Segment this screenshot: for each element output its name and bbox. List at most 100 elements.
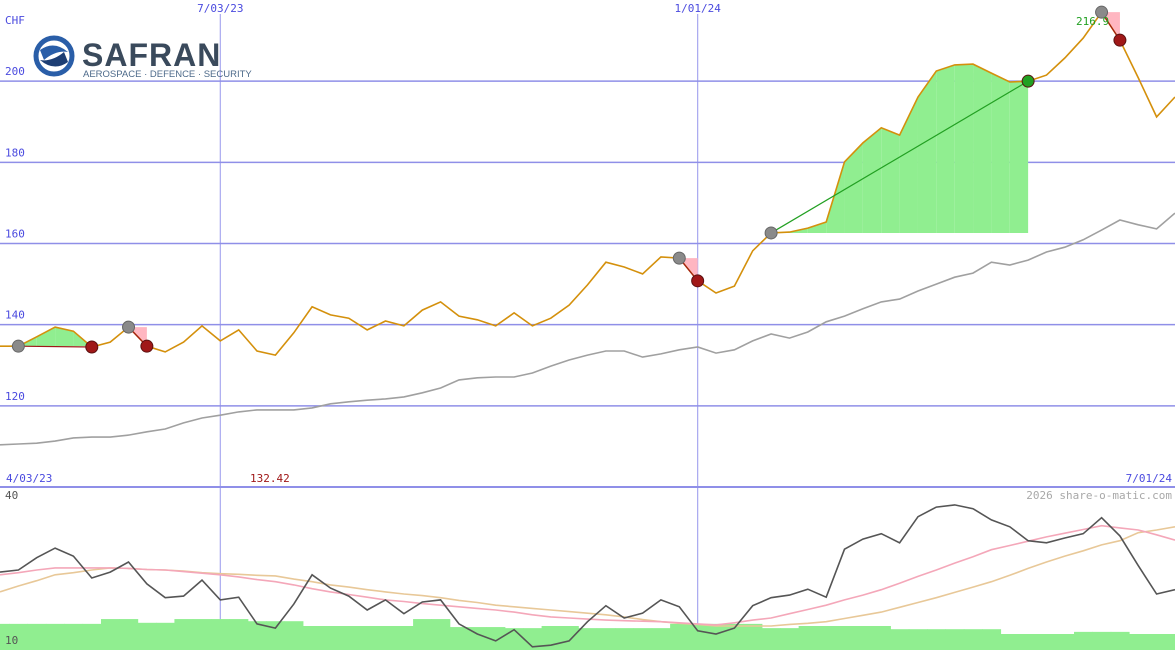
volume-bar: [596, 628, 616, 650]
price-line: [0, 212, 1175, 446]
price-line: [0, 10, 1175, 356]
volume-bar: [688, 623, 708, 650]
trade-fill: [936, 64, 955, 233]
volume-bar: [523, 628, 543, 650]
y-tick-label: 160: [5, 228, 25, 241]
volume-bar: [468, 627, 488, 650]
volume-bar: [651, 628, 671, 650]
volume-bar: [908, 629, 928, 650]
volume-bar: [615, 628, 634, 650]
volume-bar: [229, 619, 249, 650]
volume-bar: [963, 629, 983, 650]
volume-bar: [486, 627, 506, 650]
volume-bar: [449, 627, 469, 650]
volume-bar: [100, 619, 120, 650]
exit-marker: [1113, 33, 1127, 47]
volume-bar: [174, 619, 194, 650]
exit-marker: [85, 340, 99, 354]
logo-name: SAFRAN: [82, 37, 221, 73]
volume-bar: [9, 623, 29, 650]
volume-bar: [247, 621, 267, 650]
x-range-label: 4/03/23: [6, 472, 52, 485]
volume-bar: [431, 619, 451, 650]
volume-bar: [137, 622, 157, 650]
trade-fill: [844, 142, 863, 233]
volume-bar: [284, 621, 304, 650]
volume-bar: [1018, 634, 1038, 650]
volume-bar: [321, 626, 341, 650]
trade-fill: [1009, 81, 1029, 233]
y-axis-label: CHF: [5, 14, 25, 27]
volume-bar: [64, 623, 84, 650]
volume-bar: [982, 629, 1002, 650]
volume-bar: [945, 629, 965, 650]
logo-ring: [33, 35, 75, 77]
volume-bar: [1000, 634, 1020, 650]
trade-fill: [826, 161, 845, 233]
volume-bar: [890, 629, 910, 650]
volume-bar: [706, 623, 726, 650]
volume-bar: [266, 621, 286, 650]
y-tick-label: 180: [5, 146, 25, 159]
trade-fill: [973, 64, 992, 233]
exit-marker: [1021, 74, 1035, 88]
volume-bar: [853, 626, 873, 650]
trade-fill: [862, 127, 882, 233]
entry-marker: [1095, 5, 1109, 19]
logo-tagline: AEROSPACE · DEFENCE · SECURITY: [83, 69, 252, 80]
trade-fill: [991, 73, 1010, 233]
volume-bar: [633, 628, 653, 650]
volume-bar: [872, 626, 891, 650]
volume-bar: [82, 623, 102, 650]
volume-bar: [761, 628, 781, 650]
volume-bar: [1165, 634, 1175, 650]
trade-fill: [899, 96, 918, 233]
y-tick-label: 10: [5, 634, 18, 647]
y-tick-label: 40: [5, 489, 18, 502]
x-range-label: 7/01/24: [1126, 472, 1173, 485]
credit: 2026 share-o-matic.com: [1026, 489, 1172, 502]
x-tick-label: 7/03/23: [197, 2, 243, 15]
volume-bar: [578, 628, 598, 650]
volume-bar: [156, 622, 175, 650]
volume-bar: [1092, 631, 1112, 650]
trade-fill: [36, 327, 56, 347]
y-tick-label: 200: [5, 65, 25, 78]
volume-bar: [1129, 634, 1148, 650]
volume-bar: [192, 619, 212, 650]
volume-bar: [798, 626, 818, 650]
entry-marker: [764, 226, 778, 240]
price-line: [0, 524, 1175, 626]
volume-bar: [413, 619, 432, 650]
volume-bar: [1110, 631, 1130, 650]
trade-fill: [807, 221, 827, 233]
trade-fill: [954, 64, 974, 233]
exit-marker: [140, 339, 154, 353]
volume-bar: [339, 626, 359, 650]
volume-bar: [1074, 631, 1093, 650]
y-tick-label: 120: [5, 390, 25, 403]
x-tick-label: 1/01/24: [674, 2, 721, 15]
volume-bar: [670, 623, 689, 650]
volume-bar: [559, 626, 579, 650]
trade-link: [770, 80, 1029, 234]
volume-bar: [1055, 634, 1075, 650]
volume-bar: [780, 628, 800, 650]
trade-fill: [881, 127, 900, 233]
volume-bar: [394, 626, 414, 650]
logo: SAFRAN AEROSPACE · DEFENCE · SECURITY: [33, 35, 252, 80]
volume-bar: [27, 623, 47, 650]
entry-marker: [11, 339, 25, 353]
volume-bar: [1037, 634, 1057, 650]
volume-bar: [302, 626, 322, 650]
entry-marker: [672, 251, 686, 265]
volume-bar: [376, 626, 396, 650]
high-label: 216.9: [1076, 15, 1109, 28]
volume-bar: [119, 619, 139, 650]
volume-bar: [725, 623, 745, 650]
volume-bar: [211, 619, 230, 650]
volume-bar: [45, 623, 65, 650]
exit-marker: [691, 274, 705, 288]
volume-bar: [1147, 634, 1167, 650]
